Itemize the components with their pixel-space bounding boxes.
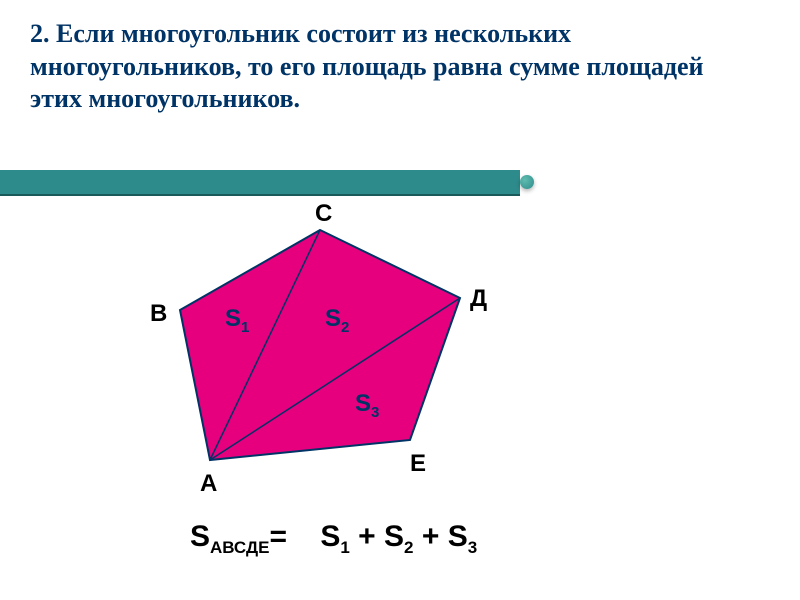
accent-bullet — [520, 175, 534, 189]
area-formula: SАВСДЕ= S1 + S2 + S3 — [190, 520, 477, 558]
formula-S1-S: S — [320, 520, 340, 553]
slide-heading: 2. Если многоугольник состоит из несколь… — [30, 18, 750, 116]
vertex-label-B: В — [150, 300, 167, 328]
pentagon-shape — [180, 230, 460, 460]
polygon-svg — [130, 210, 530, 510]
region-label-S3: S3 — [355, 390, 379, 421]
vertex-label-C: С — [315, 200, 332, 228]
formula-S3-S: S — [448, 520, 468, 553]
formula-S2-S: S — [384, 520, 404, 553]
polygon-diagram: АВСДЕ S1S2S3 — [130, 210, 530, 510]
formula-lhs-S: S — [190, 520, 210, 553]
vertex-label-A: А — [200, 470, 217, 498]
formula-S3-sub: 3 — [468, 538, 477, 557]
formula-lhs-sub: АВСДЕ — [210, 538, 269, 557]
formula-S1-sub: 1 — [340, 538, 349, 557]
formula-plus1: + — [350, 520, 384, 553]
region-label-S2: S2 — [325, 305, 349, 336]
accent-bar — [0, 170, 520, 196]
region-label-S1: S1 — [225, 305, 249, 336]
formula-eq: = — [269, 520, 287, 553]
vertex-label-E: Е — [410, 450, 426, 478]
vertex-label-D: Д — [470, 285, 487, 313]
formula-plus2: + — [413, 520, 447, 553]
